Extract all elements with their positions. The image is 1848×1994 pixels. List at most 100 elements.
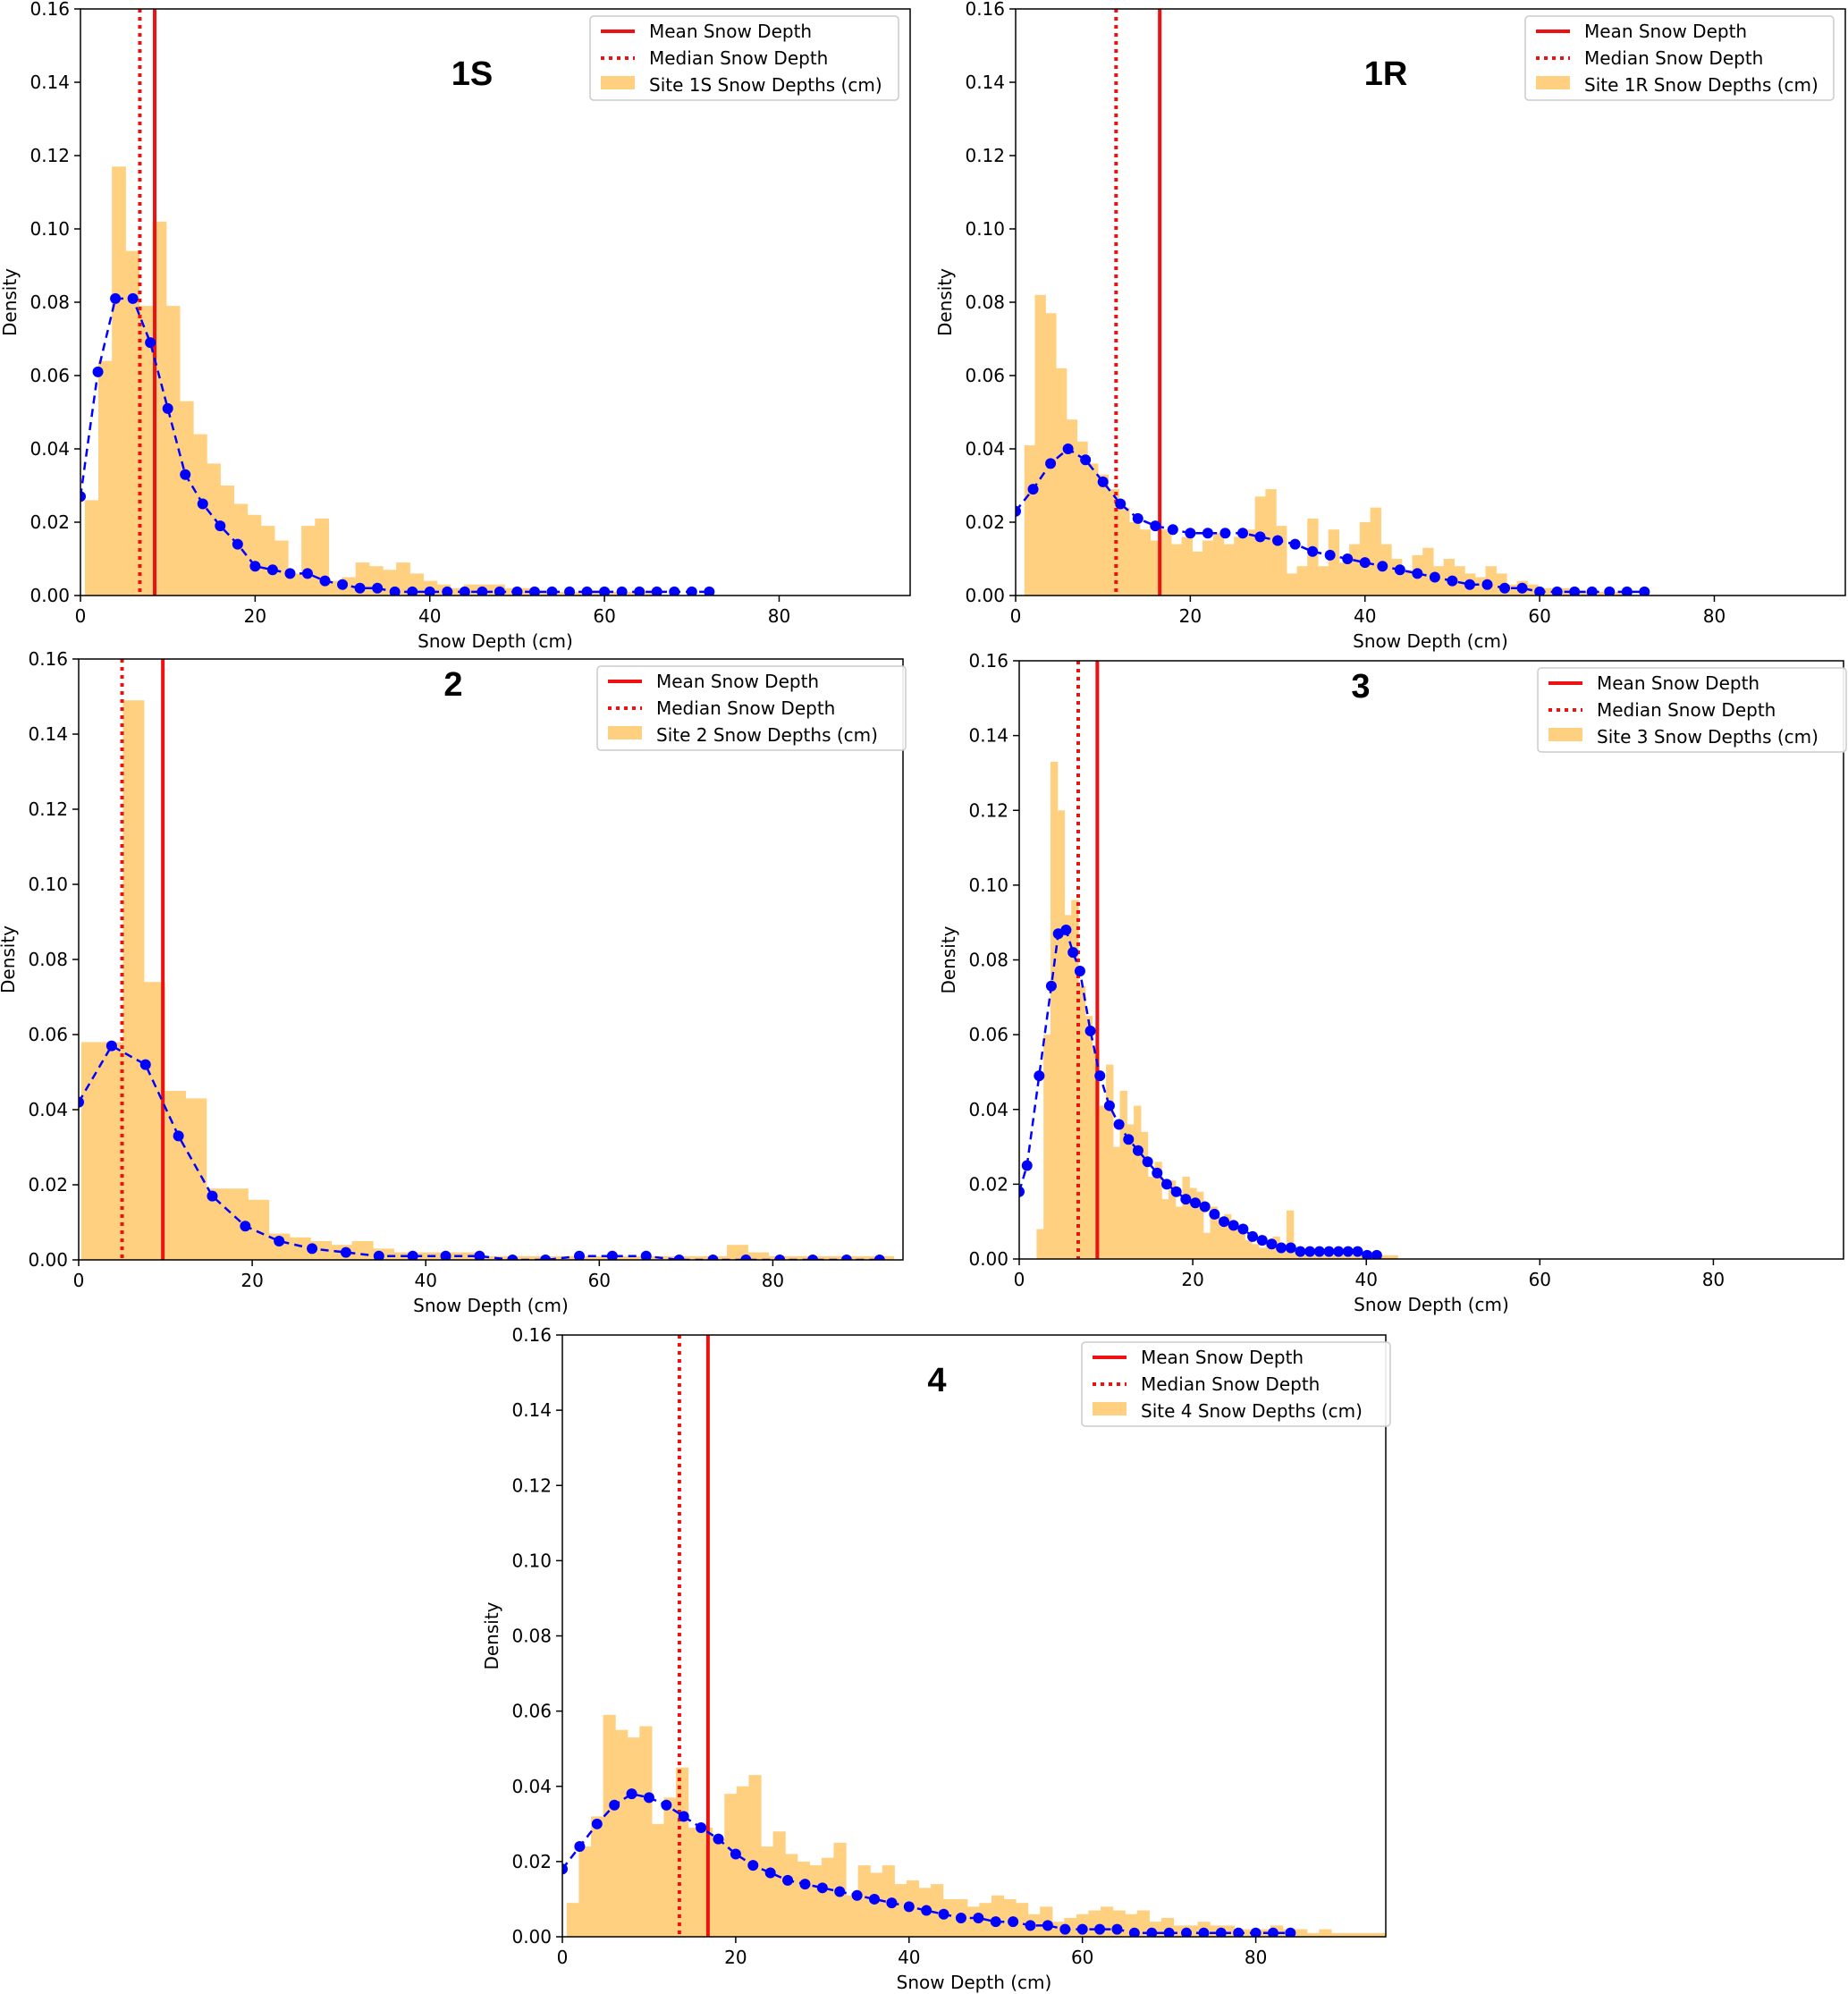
legend-hist-label: Site 3 Snow Depths (cm): [1597, 726, 1818, 748]
histogram-bar: [1286, 573, 1298, 596]
histogram-bar: [1210, 1206, 1218, 1259]
legend-hist-label: Site 2 Snow Depths (cm): [656, 724, 878, 746]
legend-mean-label: Mean Snow Depth: [1597, 672, 1759, 694]
histogram-bar: [1087, 463, 1099, 596]
histogram-bar: [1330, 1932, 1345, 1937]
histogram-bar: [1454, 566, 1465, 596]
histogram-bar: [1175, 1206, 1184, 1259]
legend-median-label: Median Snow Depth: [1584, 47, 1763, 69]
kde-point: [337, 579, 349, 590]
y-tick-label: 0.10: [28, 874, 68, 895]
histogram-bar: [1202, 540, 1214, 596]
kde-point: [1008, 1916, 1019, 1928]
kde-point: [79, 1096, 84, 1108]
x-tick-label: 20: [244, 605, 266, 627]
legend-mean-label: Mean Snow Depth: [656, 671, 819, 692]
panel-label: 4: [927, 1362, 946, 1399]
histogram-bar: [1036, 1229, 1044, 1259]
histogram-bar: [1128, 522, 1141, 596]
histogram-bar: [566, 1903, 580, 1937]
kde-point: [606, 1250, 618, 1260]
y-tick-label: 0.08: [968, 950, 1008, 971]
x-axis-label: Snow Depth (cm): [418, 630, 573, 652]
x-axis-label: Snow Depth (cm): [1354, 1294, 1509, 1315]
kde-point: [507, 1255, 519, 1260]
kde-point: [301, 568, 313, 579]
kde-point: [511, 586, 523, 596]
x-tick-label: 60: [1528, 605, 1550, 627]
kde-point: [1481, 579, 1493, 590]
histogram-bar: [1313, 1255, 1322, 1259]
kde-point: [1233, 1927, 1245, 1937]
histogram-bar: [1170, 544, 1183, 596]
y-tick-label: 0.04: [28, 1099, 68, 1120]
y-tick-label: 0.16: [511, 1324, 552, 1346]
y-tick-label: 0.14: [30, 72, 70, 93]
kde-point: [740, 1255, 752, 1260]
legend: Mean Snow Depth Median Snow Depth Site 4 S…: [1081, 1341, 1391, 1427]
kde-point: [1076, 1923, 1088, 1935]
panel-label: 3: [1351, 668, 1370, 706]
plot-area: [1016, 9, 1650, 596]
histogram-bar: [1112, 1146, 1121, 1259]
legend-box: [1081, 1341, 1391, 1427]
kde-point: [1111, 1923, 1123, 1935]
kde-point: [105, 1040, 117, 1052]
legend-box: [589, 15, 899, 101]
x-tick-label: 80: [768, 605, 790, 627]
histogram-bar: [450, 587, 465, 596]
histogram-bar: [1071, 900, 1079, 1259]
kde-point: [1247, 1230, 1259, 1242]
histogram-bar: [870, 1872, 883, 1937]
histogram-bar: [1212, 533, 1225, 596]
kde-point: [1272, 535, 1284, 546]
y-tick-label: 0.00: [968, 1248, 1008, 1270]
histogram-bar: [185, 1098, 207, 1260]
histogram-bar: [1317, 566, 1329, 596]
histogram-bar: [1252, 1244, 1260, 1259]
y-tick-label: 0.12: [968, 799, 1008, 821]
x-tick-label: 20: [1181, 1269, 1203, 1290]
histogram-bar: [396, 562, 410, 596]
histogram-bar: [1258, 1247, 1267, 1259]
histogram-bar: [991, 1895, 1005, 1937]
kde-point: [1219, 1216, 1230, 1228]
kde-point: [92, 366, 104, 377]
kde-point: [1267, 1927, 1278, 1937]
kde-point: [1062, 444, 1074, 454]
kde-point: [673, 1255, 685, 1260]
histogram-bar: [288, 573, 302, 596]
histogram-bar: [206, 1188, 228, 1260]
histogram-bar: [260, 526, 275, 596]
histogram-bar: [1370, 507, 1381, 596]
histogram-bar: [747, 1252, 770, 1260]
histogram-bar: [1343, 1932, 1356, 1937]
kde-point: [407, 586, 418, 596]
kde-point: [1034, 1070, 1045, 1082]
kde-point: [1146, 1927, 1158, 1937]
x-tick-label: 80: [1702, 1269, 1725, 1290]
kde-point: [1228, 1220, 1239, 1231]
histogram-bar: [639, 591, 654, 596]
kde-point: [1266, 1238, 1278, 1250]
y-tick-label: 0.06: [30, 365, 70, 386]
kde-point: [1604, 586, 1616, 596]
histogram-bar: [301, 526, 316, 596]
kde-point: [678, 1811, 689, 1822]
histogram-bar: [220, 486, 235, 596]
kde-point: [747, 1860, 759, 1871]
histogram-bar: [1181, 537, 1193, 596]
kde-point: [1313, 1246, 1325, 1257]
kde-point: [80, 491, 86, 503]
kde-point: [730, 1848, 741, 1860]
kde-point: [669, 586, 680, 596]
histogram-bar: [651, 1823, 665, 1937]
kde-point: [1123, 1134, 1135, 1145]
histogram-bar: [1422, 547, 1434, 596]
histogram-bar: [1224, 1213, 1232, 1259]
histogram-bar: [772, 1831, 786, 1937]
y-tick-label: 0.00: [965, 585, 1005, 606]
histogram-bar: [1367, 1932, 1380, 1937]
kde-point: [573, 1250, 585, 1260]
histogram-bar: [578, 1846, 592, 1937]
